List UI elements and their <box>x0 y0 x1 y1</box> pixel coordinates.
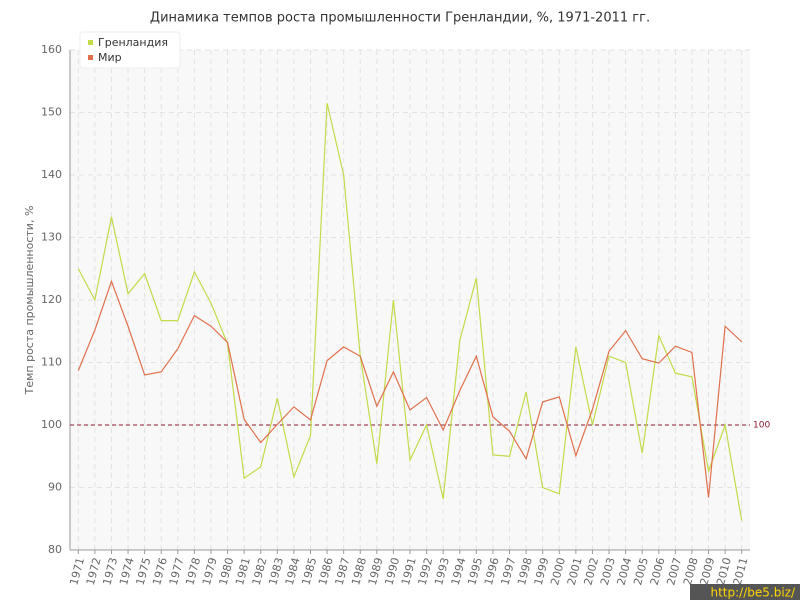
x-tick-label: 2011 <box>731 556 751 586</box>
legend-swatch <box>88 40 93 45</box>
watermark-box <box>690 584 800 600</box>
y-tick-label: 160 <box>41 43 62 56</box>
legend-swatch <box>88 55 93 60</box>
series-line <box>77 279 743 498</box>
legend-box <box>79 31 181 69</box>
legend-label: Гренландия <box>98 36 168 49</box>
y-tick-label: 90 <box>48 481 62 494</box>
legend-label: Мир <box>98 51 122 64</box>
series-line <box>77 102 743 521</box>
y-tick-label: 140 <box>41 168 62 181</box>
y-tick-label: 130 <box>41 231 62 244</box>
y-tick-label: 80 <box>48 543 62 556</box>
y-tick-label: 150 <box>41 106 62 119</box>
watermark: http://be5.biz/ <box>710 586 795 600</box>
y-tick-label: 110 <box>41 356 62 369</box>
y-tick-label: 120 <box>41 293 62 306</box>
chart-title: Динамика темпов роста промышленности Гре… <box>150 11 650 26</box>
y-tick-label: 100 <box>41 418 62 431</box>
reference-label: 100 <box>753 421 770 431</box>
y-axis-label: Темп роста промышленности, % <box>23 206 36 396</box>
